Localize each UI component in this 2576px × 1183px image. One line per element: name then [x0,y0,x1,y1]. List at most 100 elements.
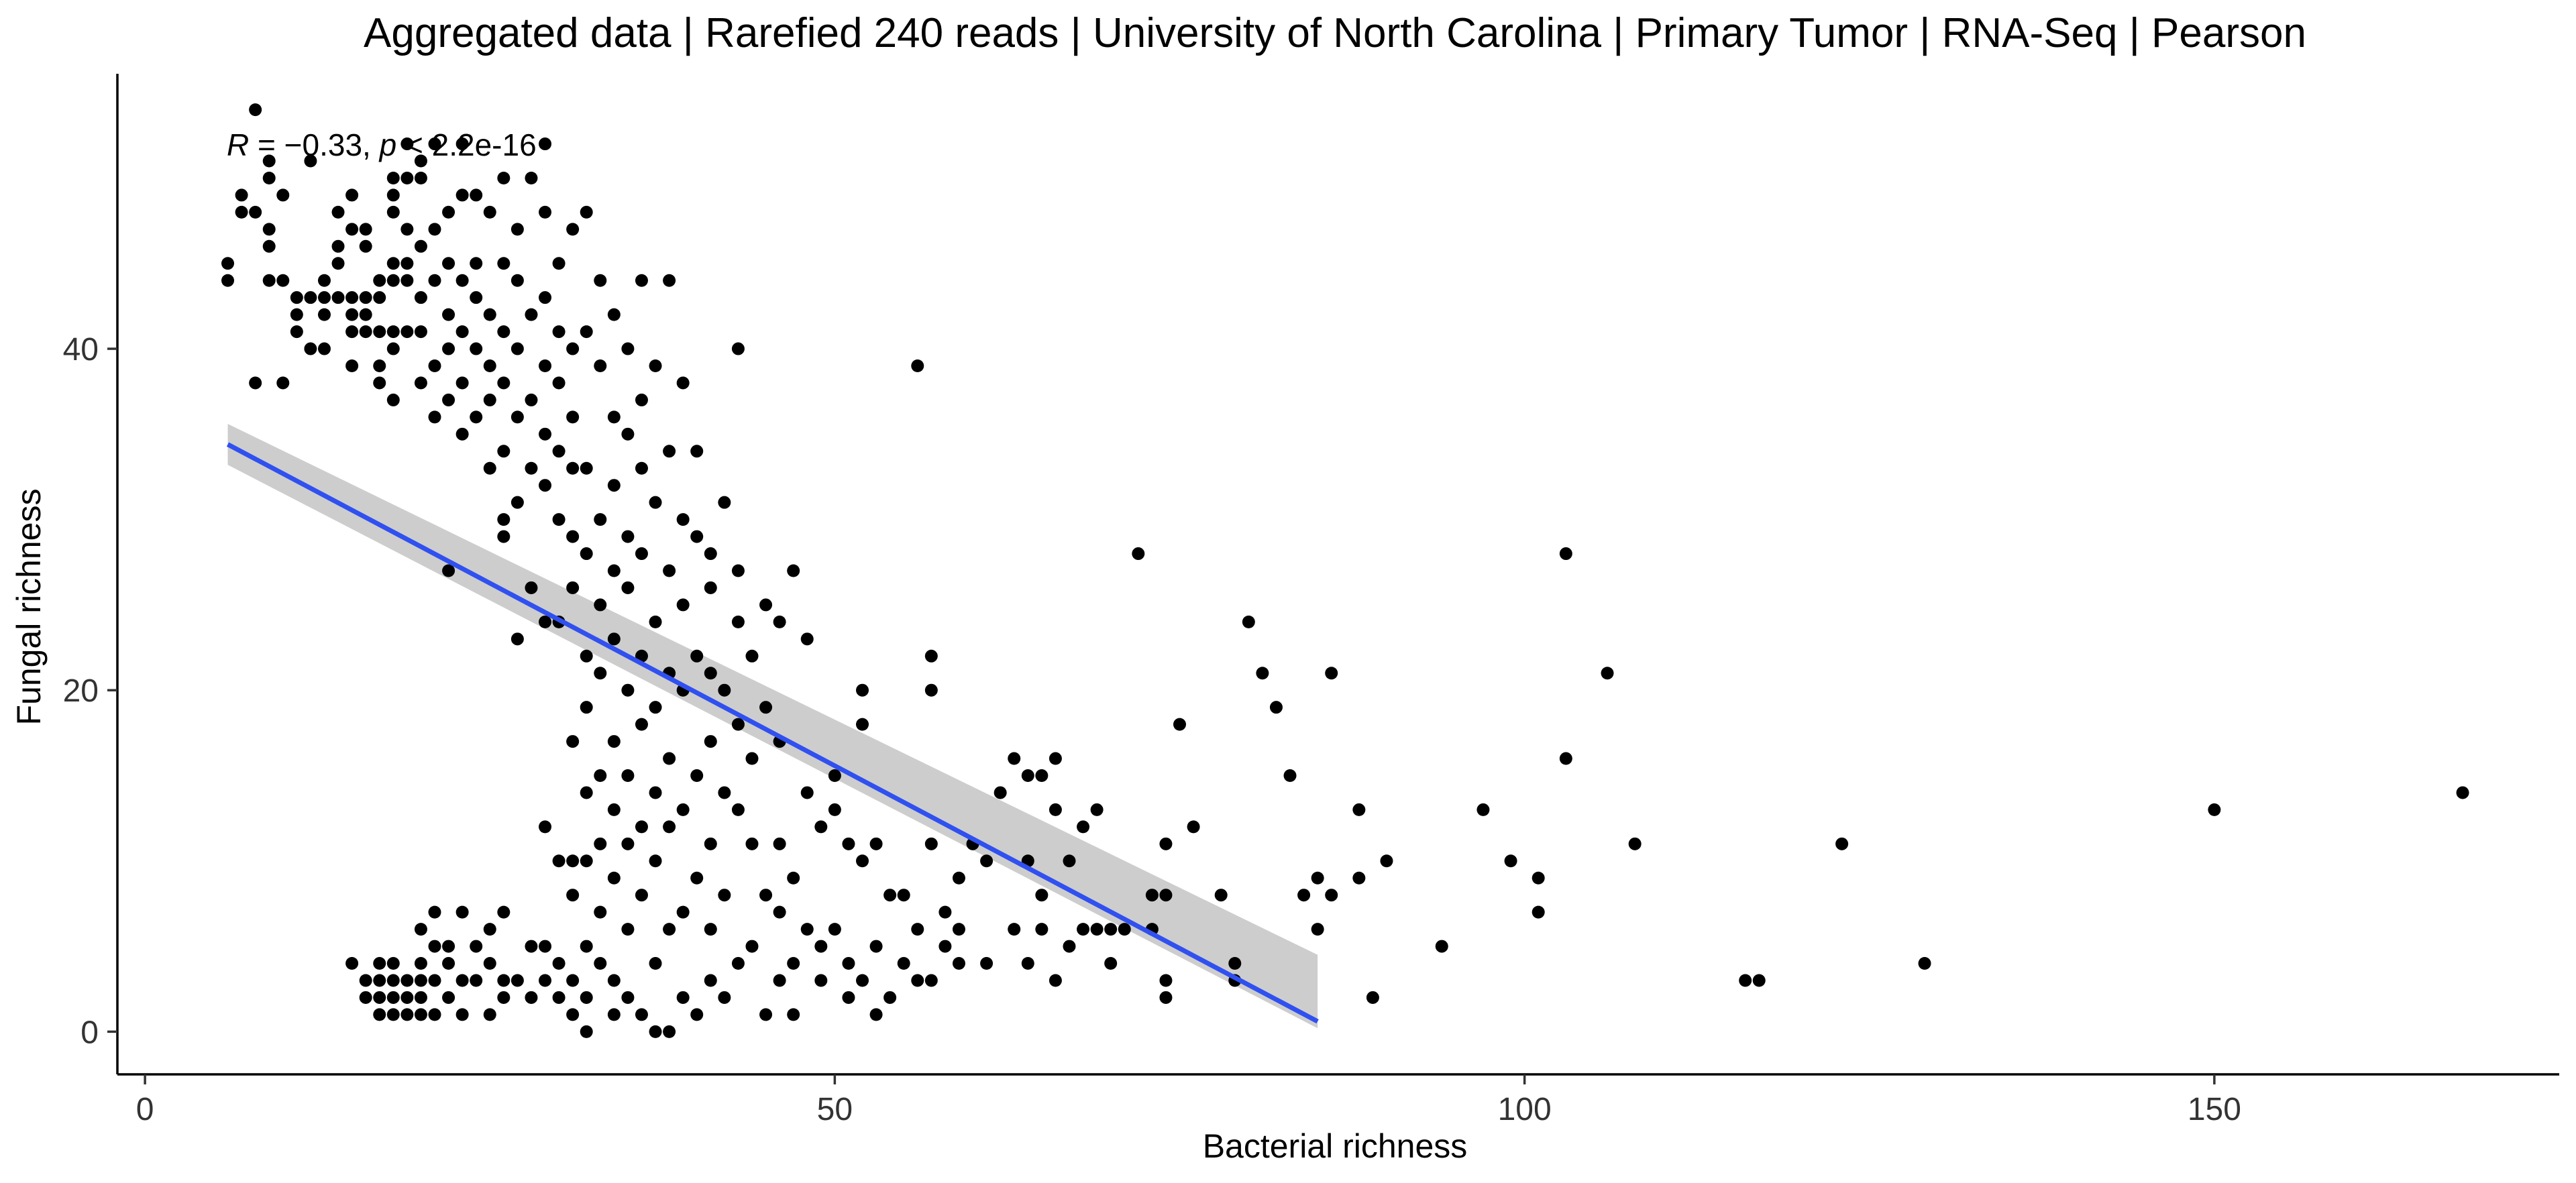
data-point [483,923,496,936]
data-point [414,154,427,168]
data-point [483,308,496,321]
data-point [525,461,538,475]
data-point [814,974,828,987]
data-point [594,359,607,373]
data-point [290,325,303,339]
data-point [552,513,566,526]
data-point [621,427,635,441]
data-point [580,547,593,561]
data-point [470,940,483,953]
data-point [359,991,372,1004]
data-point [497,325,511,339]
data-point [359,223,372,236]
data-point [511,974,524,987]
data-point [442,991,455,1004]
data-point [580,1025,593,1038]
data-point [594,667,607,680]
data-point [483,359,496,373]
data-point [594,905,607,919]
correlation-annotation: R = −0.33, p < 2.2e-16 [227,127,537,162]
data-point [607,803,621,816]
data-point [249,103,262,117]
data-point [497,530,511,543]
data-point [483,393,496,406]
data-point [373,376,386,390]
data-point [455,376,469,390]
data-point [594,274,607,287]
data-point [800,923,814,936]
data-point [290,291,303,304]
data-point [539,291,552,304]
data-point [663,1025,676,1038]
data-point [856,683,869,697]
data-point [938,905,952,919]
x-tick-label: 0 [136,1092,154,1127]
data-point [317,291,331,304]
data-point [221,274,235,287]
data-point [1049,974,1062,987]
data-point [924,974,938,987]
data-point [428,137,441,151]
data-point [1477,803,1490,816]
data-point [428,223,441,236]
data-point [773,974,786,987]
data-point [290,308,303,321]
data-point [1835,837,1849,850]
data-point [1269,701,1283,714]
data-point [814,820,828,834]
data-point [1063,854,1076,868]
data-point [400,171,414,184]
data-point [428,359,441,373]
data-point [607,1008,621,1021]
data-point [497,257,511,270]
data-point [718,991,731,1004]
plot-area [221,103,2469,1038]
data-point [731,803,745,816]
data-point [676,513,690,526]
data-point [1325,889,1338,902]
data-point [442,257,455,270]
data-point [1035,923,1049,936]
data-point [663,923,676,936]
data-point [539,940,552,953]
data-point [552,376,566,390]
data-point [924,649,938,663]
data-point [1214,889,1228,902]
data-point [428,940,441,953]
data-point [455,325,469,339]
data-point [566,581,580,594]
data-point [814,940,828,953]
y-axis-ticks: 0 20 40 [63,332,117,1050]
data-point [400,974,414,987]
data-point [1077,820,1090,834]
data-point [414,291,427,304]
data-point [745,752,759,765]
data-point [635,889,648,902]
data-point [497,974,511,987]
data-point [759,701,773,714]
data-point [386,325,400,339]
data-point [580,461,593,475]
data-point [400,1008,414,1021]
data-point [470,342,483,355]
data-point [676,803,690,816]
data-point [386,205,400,219]
data-point [1504,854,1517,868]
data-point [414,974,427,987]
data-point [704,581,717,594]
data-point [386,274,400,287]
data-point [580,325,593,339]
data-point [276,376,290,390]
data-point [594,513,607,526]
data-point [1008,752,1021,765]
data-point [1159,837,1173,850]
data-point [373,325,386,339]
data-point [414,376,427,390]
data-point [621,769,635,782]
data-point [759,598,773,612]
data-point [649,854,662,868]
data-point [359,291,372,304]
data-point [759,1008,773,1021]
data-point [676,905,690,919]
data-point [594,957,607,970]
